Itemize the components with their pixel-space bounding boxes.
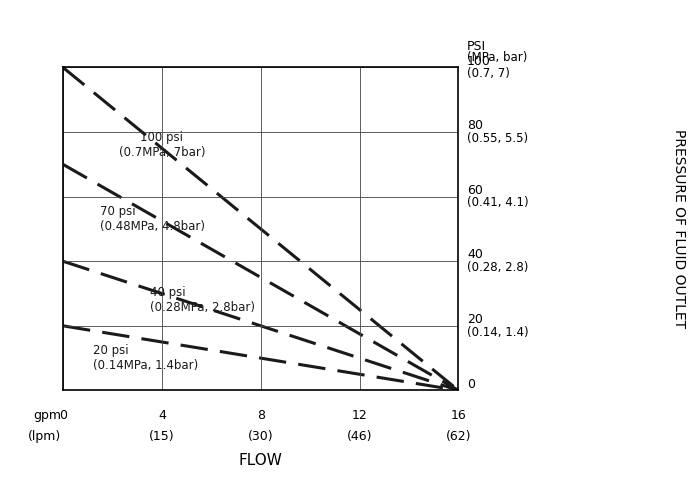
Text: (30): (30) [248, 430, 274, 442]
Text: (0.28, 2.8): (0.28, 2.8) [467, 261, 528, 274]
Text: 70 psi
(0.48MPa, 4.8bar): 70 psi (0.48MPa, 4.8bar) [100, 205, 205, 233]
Text: 80: 80 [467, 120, 483, 132]
Text: 20 psi
(0.14MPa, 1.4bar): 20 psi (0.14MPa, 1.4bar) [92, 344, 198, 372]
Text: 8: 8 [257, 409, 265, 422]
Text: 100: 100 [467, 55, 491, 67]
Text: 0: 0 [467, 378, 475, 390]
Text: 12: 12 [351, 409, 368, 422]
Text: 100 psi
(0.7MPa, 7bar): 100 psi (0.7MPa, 7bar) [118, 131, 205, 159]
Text: 60: 60 [467, 184, 483, 197]
Text: 4: 4 [158, 409, 166, 422]
Text: (0.7, 7): (0.7, 7) [467, 67, 510, 80]
Text: (0.14, 1.4): (0.14, 1.4) [467, 326, 528, 338]
Text: (MPa, bar): (MPa, bar) [467, 52, 527, 64]
Text: (lpm): (lpm) [28, 430, 61, 442]
Text: gpm: gpm [33, 409, 61, 422]
Text: 16: 16 [451, 409, 466, 422]
Text: (0.55, 5.5): (0.55, 5.5) [467, 132, 528, 145]
Text: PRESSURE OF FLUID OUTLET: PRESSURE OF FLUID OUTLET [672, 129, 686, 329]
Text: (46): (46) [347, 430, 372, 442]
Text: FLOW: FLOW [239, 453, 283, 468]
Text: 0: 0 [59, 409, 67, 422]
Text: 20: 20 [467, 313, 483, 326]
Text: (0.41, 4.1): (0.41, 4.1) [467, 197, 528, 209]
Text: (15): (15) [149, 430, 175, 442]
Text: 40: 40 [467, 249, 483, 261]
Text: PSI: PSI [467, 40, 486, 53]
Text: (62): (62) [446, 430, 471, 442]
Text: 40 psi
(0.28MPa, 2.8bar): 40 psi (0.28MPa, 2.8bar) [150, 286, 255, 314]
